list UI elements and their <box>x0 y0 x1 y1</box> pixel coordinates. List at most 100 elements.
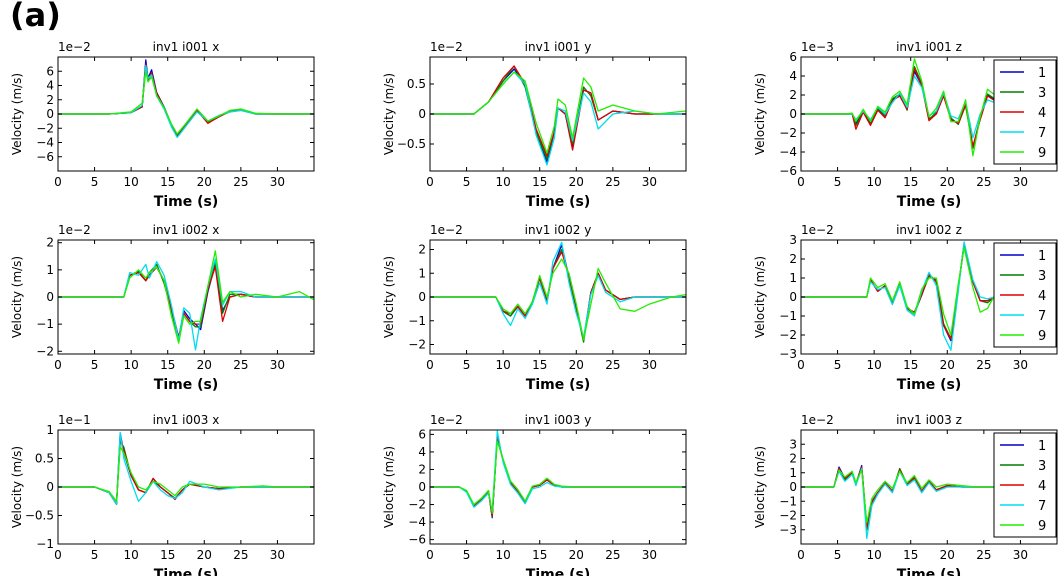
series-group <box>430 65 686 166</box>
series-line-4 <box>58 437 314 505</box>
y-tick-label: −2 <box>36 121 54 135</box>
y-axis-label: Velocity (m/s) <box>753 73 767 155</box>
y-tick-label: 0.5 <box>407 77 426 91</box>
chart-title: inv1 i001 z <box>896 40 962 54</box>
series-line-1 <box>430 68 686 163</box>
y-tick-label: 1 <box>418 266 426 280</box>
x-tick-label: 25 <box>233 548 248 562</box>
y-axis-label: Velocity (m/s) <box>753 256 767 338</box>
legend-label-9: 9 <box>1038 146 1046 161</box>
y-tick-label: 0 <box>789 290 797 304</box>
chart-title: inv1 i003 y <box>525 413 592 427</box>
x-tick-label: 0 <box>54 358 62 372</box>
series-line-3 <box>58 261 314 342</box>
x-tick-label: 25 <box>976 175 991 189</box>
y-tick-label: −2 <box>36 344 54 358</box>
legend-label-3: 3 <box>1038 86 1046 101</box>
x-tick-label: 15 <box>532 548 547 562</box>
y-tick-label: 0 <box>46 480 54 494</box>
series-line-9 <box>430 258 686 341</box>
x-tick-label: 5 <box>834 175 842 189</box>
y-axis-label: Velocity (m/s) <box>753 446 767 528</box>
series-group <box>430 241 686 343</box>
x-tick-label: 15 <box>903 548 918 562</box>
x-tick-label: 10 <box>496 175 511 189</box>
scale-label: 1e−2 <box>430 40 463 54</box>
x-axis-label: Time (s) <box>526 194 590 210</box>
series-group <box>801 58 1057 157</box>
scale-label: 1e−2 <box>430 223 463 237</box>
chart-3: 0 5 10 15 20 25 30 −6 −4 −2 0 2 4 6 inv1 i001 z 1e−3 Tim… <box>753 40 1058 210</box>
legend-label-3: 3 <box>1038 269 1046 284</box>
series-line-9 <box>430 440 686 514</box>
x-tick-label: 10 <box>867 548 882 562</box>
series-line-7 <box>430 430 686 513</box>
legend: 1 3 4 7 9 <box>993 432 1057 538</box>
x-tick-label: 10 <box>124 548 139 562</box>
x-tick-label: 30 <box>1013 548 1028 562</box>
y-tick-label: 1 <box>789 271 797 285</box>
x-tick-label: 20 <box>197 548 212 562</box>
series-line-7 <box>58 432 314 505</box>
chart-title: inv1 i001 x <box>153 40 220 54</box>
x-tick-label: 30 <box>642 358 657 372</box>
legend-label-3: 3 <box>1038 459 1046 474</box>
x-axis-label: Time (s) <box>897 194 961 210</box>
y-tick-label: 2 <box>418 462 426 476</box>
y-tick-label: 2 <box>789 252 797 266</box>
series-line-9 <box>801 469 1057 524</box>
y-tick-label: 2 <box>46 93 54 107</box>
x-tick-label: 25 <box>605 358 620 372</box>
y-tick-label: −2 <box>408 498 426 512</box>
x-tick-label: 20 <box>197 175 212 189</box>
series-group <box>801 464 1057 539</box>
y-tick-label: 6 <box>46 64 54 78</box>
x-tick-label: 25 <box>976 358 991 372</box>
x-tick-label: 20 <box>569 358 584 372</box>
x-axis-label: Time (s) <box>154 377 218 393</box>
x-axis-label: Time (s) <box>897 377 961 393</box>
y-tick-label: −6 <box>408 533 426 547</box>
x-tick-label: 0 <box>54 548 62 562</box>
series-group <box>58 432 314 505</box>
scale-label: 1e−2 <box>58 40 91 54</box>
series-group <box>801 241 1057 351</box>
y-axis-label: Velocity (m/s) <box>382 256 396 338</box>
y-tick-label: 0 <box>789 107 797 121</box>
y-tick-label: −4 <box>408 515 426 529</box>
series-line-7 <box>58 258 314 351</box>
series-line-3 <box>430 248 686 343</box>
scale-label: 1e−2 <box>58 223 91 237</box>
chart-title: inv1 i002 z <box>896 223 962 237</box>
y-tick-label: −1 <box>36 317 54 331</box>
legend-label-1: 1 <box>1038 249 1046 264</box>
x-tick-label: 20 <box>569 548 584 562</box>
y-tick-label: −1 <box>36 537 54 551</box>
x-tick-label: 10 <box>496 548 511 562</box>
x-tick-label: 30 <box>270 175 285 189</box>
y-tick-label: −1 <box>779 494 797 508</box>
x-tick-label: 0 <box>797 175 805 189</box>
x-tick-label: 5 <box>463 358 471 372</box>
y-tick-label: 2 <box>46 236 54 250</box>
y-tick-label: 0 <box>418 480 426 494</box>
scale-label: 1e−1 <box>58 413 91 427</box>
y-axis-label: Velocity (m/s) <box>382 446 396 528</box>
y-tick-label: −2 <box>779 509 797 523</box>
legend: 1 3 4 7 9 <box>993 59 1057 165</box>
y-tick-label: 1 <box>789 466 797 480</box>
panel-label: (a) <box>10 0 61 34</box>
legend-label-4: 4 <box>1038 106 1046 121</box>
series-line-7 <box>801 75 1057 139</box>
x-tick-label: 30 <box>270 358 285 372</box>
x-tick-label: 30 <box>270 548 285 562</box>
x-tick-label: 0 <box>426 175 434 189</box>
x-tick-label: 0 <box>54 175 62 189</box>
y-tick-label: 4 <box>789 69 797 83</box>
y-tick-label: 0 <box>789 480 797 494</box>
y-tick-label: 4 <box>46 79 54 93</box>
series-group <box>430 430 686 519</box>
y-axis-label: Velocity (m/s) <box>10 73 24 155</box>
series-line-3 <box>58 440 314 505</box>
x-tick-label: 5 <box>91 358 99 372</box>
